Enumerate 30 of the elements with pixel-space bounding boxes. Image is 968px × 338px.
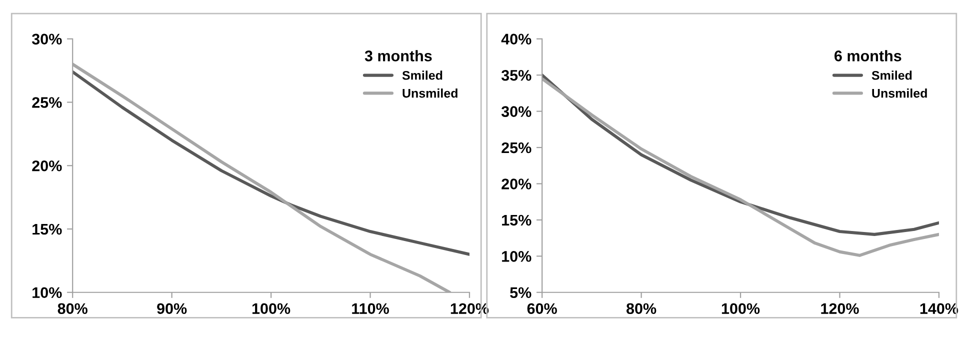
y-tick-label: 40%: [501, 34, 532, 45]
y-tick-label: 35%: [501, 70, 532, 81]
legend-label: Smiled: [402, 70, 442, 80]
y-tick-label: 15%: [32, 224, 62, 235]
y-tick-label: 25%: [32, 97, 62, 108]
x-tick-label: 110%: [352, 303, 389, 314]
line-series: [72, 70, 470, 256]
x-tick-label: 60%: [527, 303, 557, 314]
x-tick-label: 90%: [157, 303, 187, 314]
legend-title: 3 months: [364, 50, 432, 62]
y-tick-label: 20%: [502, 178, 532, 190]
y-tick-label: 10%: [502, 251, 532, 262]
y-tick-label: 20%: [32, 160, 62, 172]
x-tick-label: 100%: [722, 303, 760, 314]
x-tick-label: 100%: [252, 303, 290, 314]
x-tick-label: 120%: [450, 303, 489, 314]
y-tick-label: 30%: [501, 106, 532, 118]
y-tick-label: 15%: [502, 214, 532, 226]
y-tick-label: 25%: [502, 142, 532, 154]
y-tick-label: 10%: [32, 287, 62, 298]
x-tick-label: 80%: [58, 303, 88, 314]
y-tick-label: 5%: [510, 287, 532, 298]
legend-label: Unsmiled: [872, 88, 927, 98]
legend-label: Unsmiled: [402, 88, 458, 98]
legend-title: 6 months: [834, 50, 902, 62]
y-tick-label: 30%: [32, 34, 62, 45]
x-tick-label: 120%: [821, 303, 859, 314]
legend-label: Smiled: [872, 70, 912, 80]
x-tick-label: 140%: [920, 303, 958, 314]
x-tick-label: 80%: [626, 303, 656, 314]
